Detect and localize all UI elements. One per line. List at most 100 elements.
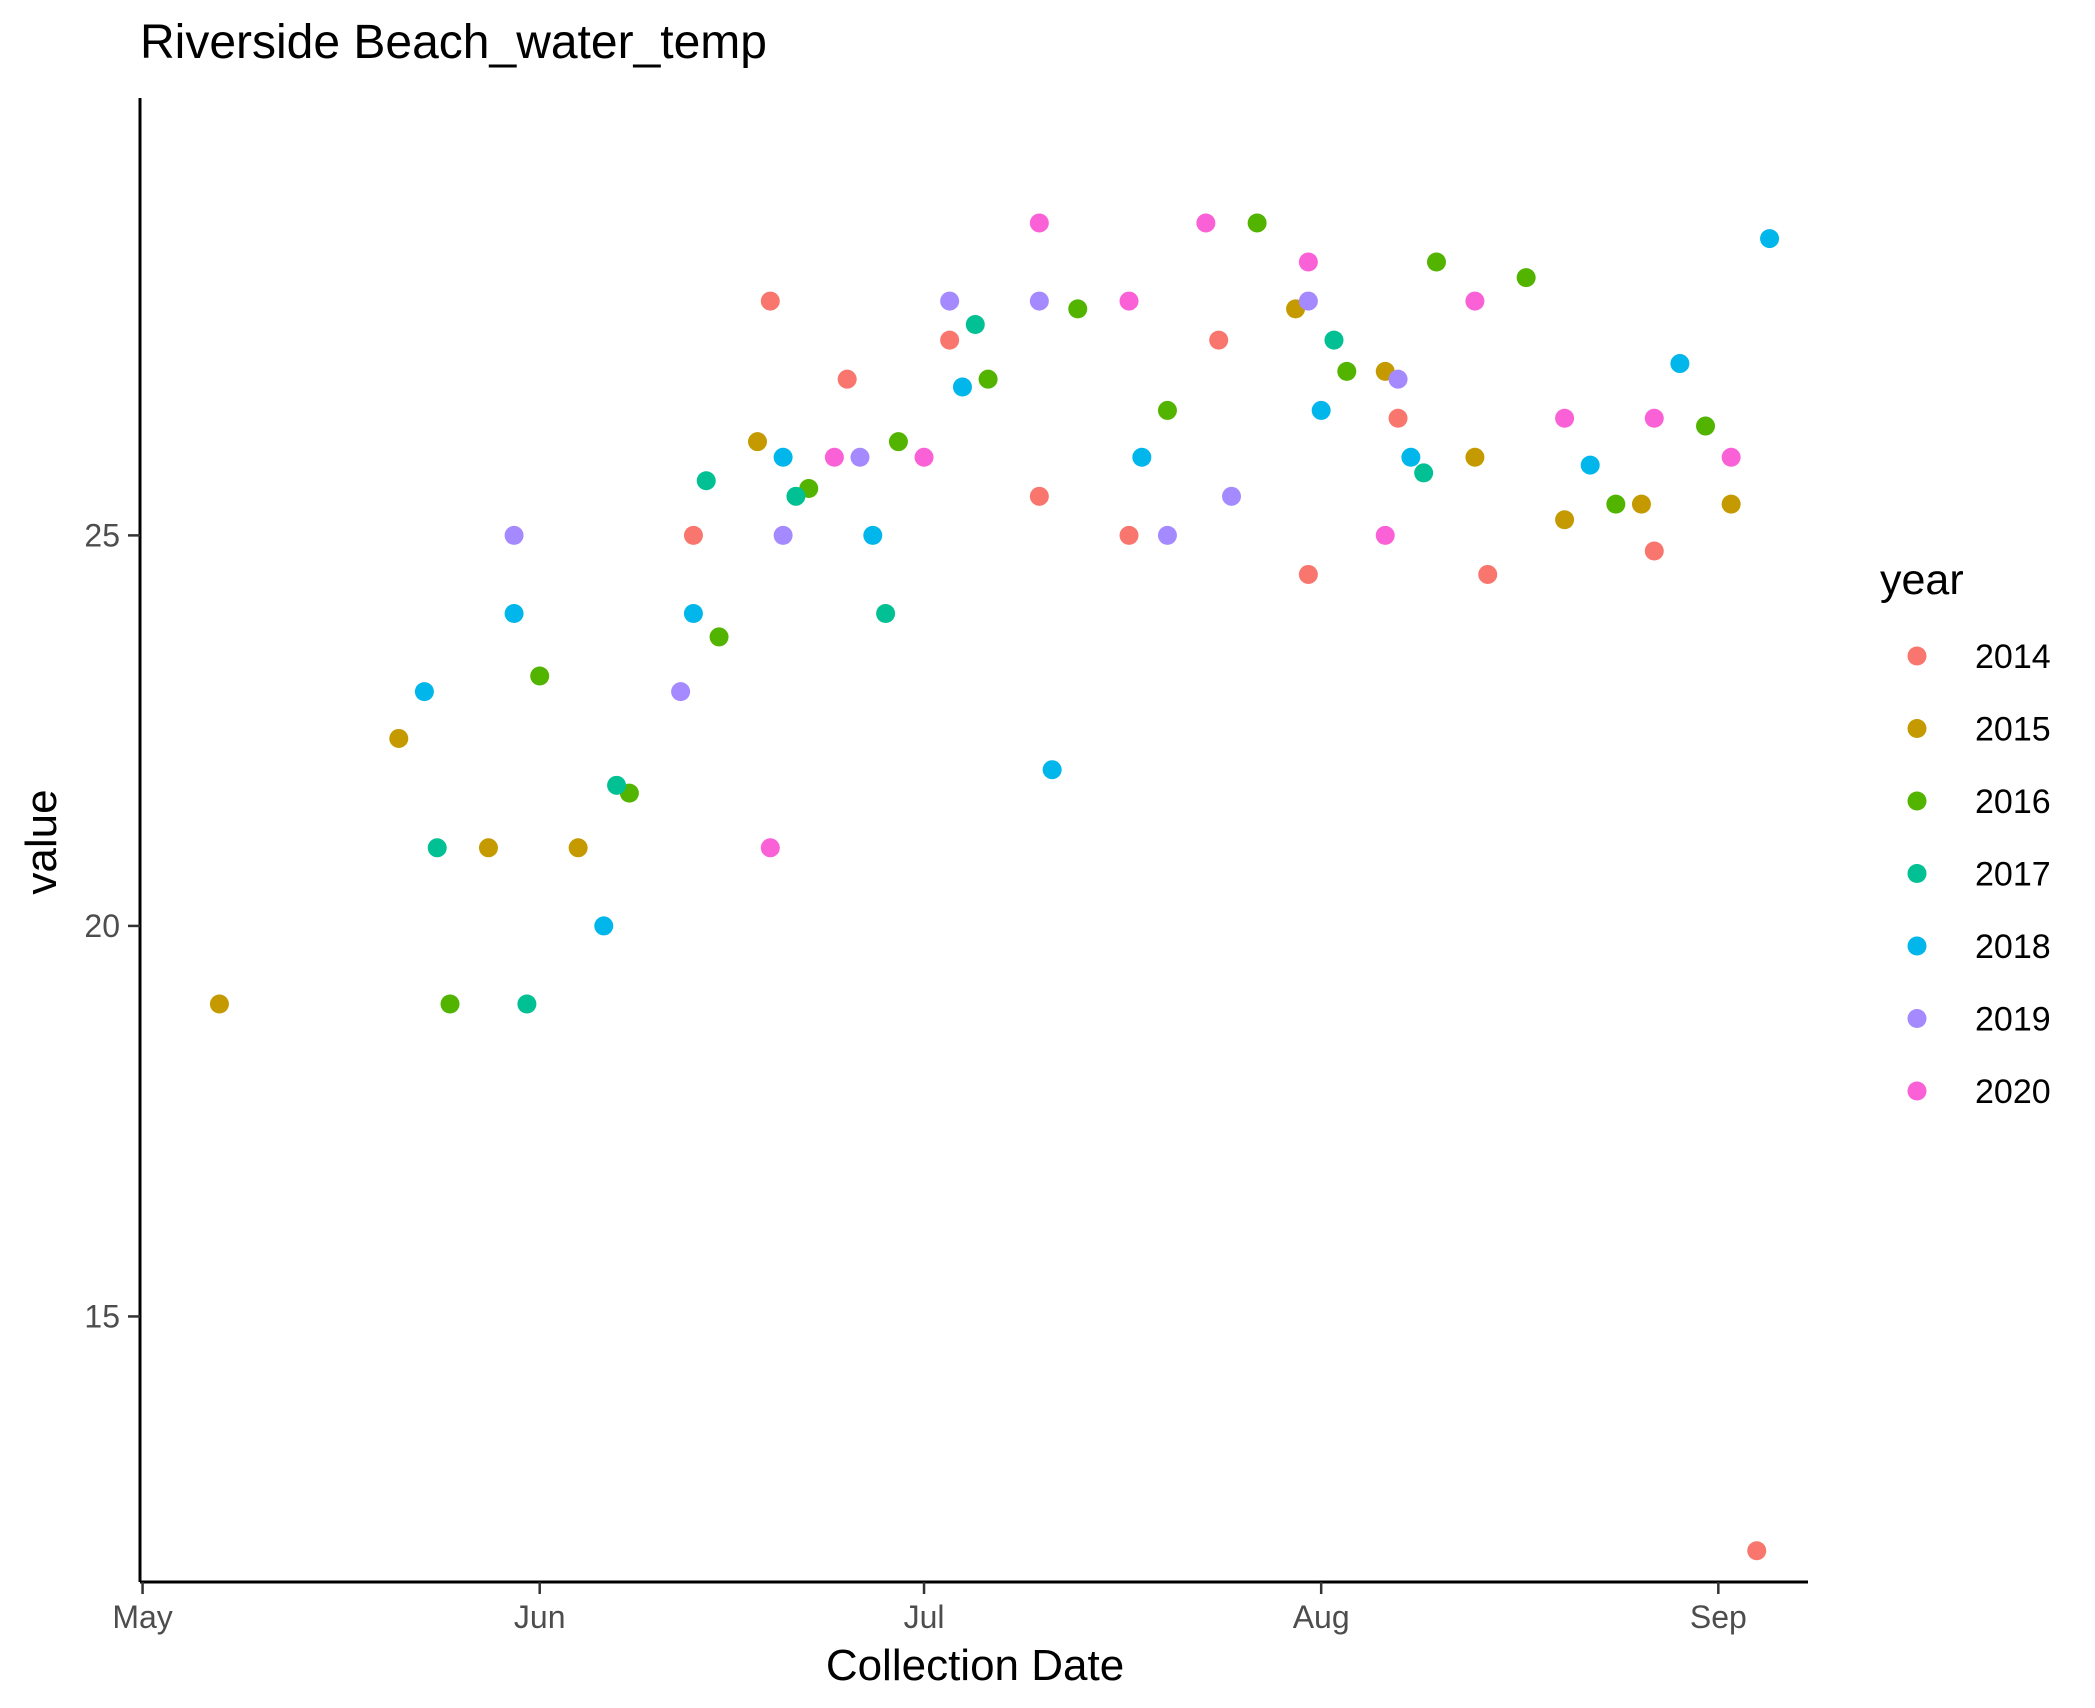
x-tick-label: May <box>112 1599 172 1635</box>
data-point-2020 <box>760 838 780 858</box>
data-point-2018 <box>773 447 793 467</box>
legend-label-2017: 2017 <box>1975 856 2051 894</box>
data-point-2018 <box>863 525 883 545</box>
data-point-2020 <box>914 447 934 467</box>
data-point-2020 <box>1721 447 1741 467</box>
data-point-2014 <box>1388 408 1408 428</box>
data-point-2017 <box>517 994 537 1014</box>
data-point-2016 <box>1516 268 1536 288</box>
data-point-2016 <box>1247 213 1267 233</box>
data-point-2014 <box>760 291 780 311</box>
data-point-2018 <box>952 377 972 397</box>
legend-key-2018 <box>1907 936 1927 956</box>
x-axis-ticks: May Jun Jul Aug Sep <box>112 1582 1747 1635</box>
legend-key-2019 <box>1907 1009 1927 1028</box>
data-point-2017 <box>696 471 716 491</box>
y-axis-ticks: 15 20 25 <box>84 517 140 1334</box>
data-point-2014 <box>1298 564 1318 584</box>
data-point-2019 <box>940 291 960 311</box>
data-point-2014 <box>1644 541 1664 561</box>
data-point-2019 <box>1029 291 1049 311</box>
chart-title: Riverside Beach_water_temp <box>140 16 767 69</box>
y-axis-title: value <box>17 789 66 894</box>
data-point-2016 <box>1337 361 1357 381</box>
data-point-2015 <box>478 838 498 858</box>
legend-label-2019: 2019 <box>1975 1001 2051 1039</box>
data-point-2016 <box>1426 252 1446 272</box>
data-point-2018 <box>1670 354 1690 374</box>
x-tick-label: Sep <box>1690 1599 1747 1635</box>
data-point-2014 <box>683 525 703 545</box>
data-point-2017 <box>786 486 806 506</box>
legend-key-2014 <box>1907 646 1927 666</box>
data-point-2015 <box>747 432 767 452</box>
data-point-2015 <box>568 838 588 858</box>
legend-label-2020: 2020 <box>1975 1073 2051 1111</box>
data-point-2019 <box>850 447 870 467</box>
data-point-2016 <box>1606 494 1626 514</box>
data-point-2015 <box>209 994 229 1014</box>
legend-label-2015: 2015 <box>1975 711 2051 749</box>
data-point-2018 <box>1042 760 1062 780</box>
legend-key-2015 <box>1907 719 1927 738</box>
data-point-2016 <box>709 627 729 647</box>
y-tick-label: 25 <box>84 517 120 553</box>
data-point-2018 <box>1311 400 1331 420</box>
data-point-2015 <box>1465 447 1485 467</box>
x-tick-label: Aug <box>1293 1599 1350 1635</box>
data-point-2019 <box>504 525 524 545</box>
data-point-2020 <box>1465 291 1485 311</box>
legend-label-2018: 2018 <box>1975 928 2051 966</box>
data-point-2018 <box>1580 455 1600 475</box>
legend: year 2014 2015 2016 2017 2018 2019 2020 <box>1880 556 2051 1111</box>
data-point-2019 <box>671 682 691 702</box>
y-tick-label: 15 <box>84 1298 120 1334</box>
plot-area <box>209 213 1780 1561</box>
legend-title: year <box>1880 556 1964 604</box>
data-point-2015 <box>389 728 409 748</box>
data-point-2019 <box>1222 486 1242 506</box>
data-point-2017 <box>1324 330 1344 350</box>
data-point-2016 <box>1696 416 1716 436</box>
data-point-2014 <box>1747 1541 1767 1561</box>
data-point-2016 <box>440 994 460 1014</box>
data-point-2018 <box>1401 447 1421 467</box>
data-point-2020 <box>1029 213 1049 233</box>
data-point-2020 <box>1644 408 1664 428</box>
data-point-2019 <box>773 525 793 545</box>
data-point-2018 <box>414 682 434 702</box>
data-point-2020 <box>1119 291 1139 311</box>
data-point-2015 <box>1721 494 1741 514</box>
data-point-2019 <box>1157 525 1177 545</box>
data-point-2014 <box>1209 330 1229 350</box>
data-point-2014 <box>940 330 960 350</box>
data-point-2017 <box>427 838 447 858</box>
legend-key-2017 <box>1907 864 1927 883</box>
legend-label-2016: 2016 <box>1975 783 2051 821</box>
data-point-2016 <box>1157 400 1177 420</box>
y-tick-label: 20 <box>84 908 120 944</box>
data-point-2018 <box>504 603 524 623</box>
data-point-2017 <box>876 603 896 623</box>
data-point-2020 <box>1298 252 1318 272</box>
data-point-2014 <box>1029 486 1049 506</box>
data-point-2015 <box>1631 494 1651 514</box>
data-point-2017 <box>607 775 627 795</box>
data-point-2014 <box>1478 564 1498 584</box>
data-point-2014 <box>837 369 857 389</box>
legend-label-2014: 2014 <box>1975 638 2051 676</box>
x-axis-title: Collection Date <box>826 1641 1124 1690</box>
data-point-2017 <box>1414 463 1434 483</box>
data-point-2020 <box>1555 408 1575 428</box>
data-point-2018 <box>1132 447 1152 467</box>
data-point-2016 <box>530 666 550 686</box>
x-tick-label: Jul <box>904 1599 945 1635</box>
data-point-2019 <box>1388 369 1408 389</box>
data-point-2020 <box>824 447 844 467</box>
data-point-2016 <box>978 369 998 389</box>
data-point-2020 <box>1375 525 1395 545</box>
data-point-2017 <box>965 315 985 335</box>
x-tick-label: Jun <box>514 1599 566 1635</box>
data-point-2016 <box>1068 299 1088 319</box>
